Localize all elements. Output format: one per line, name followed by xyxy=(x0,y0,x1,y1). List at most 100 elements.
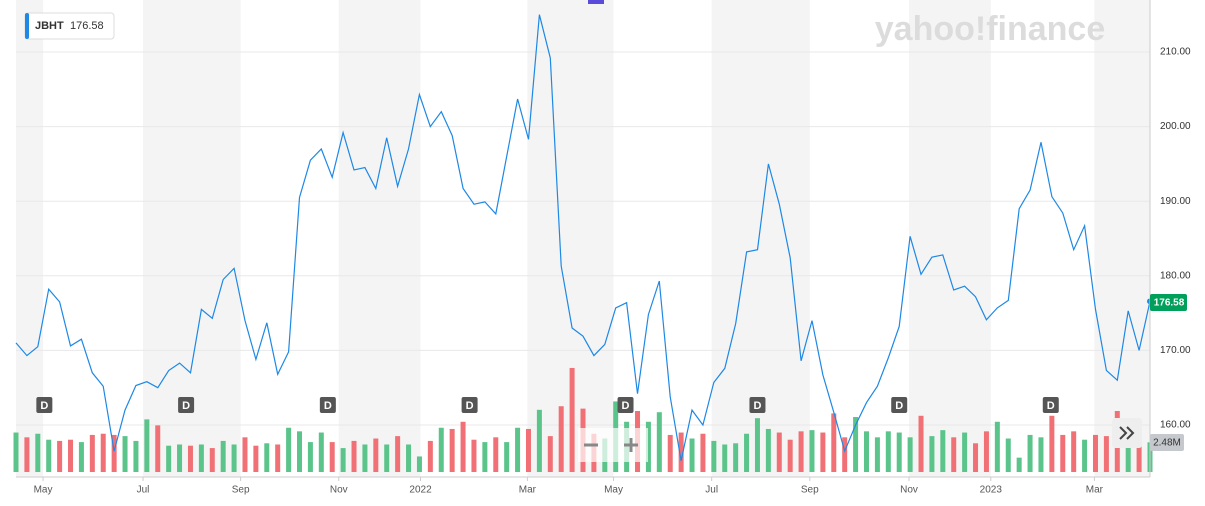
volume-bar xyxy=(24,437,30,472)
volume-bar xyxy=(940,430,946,472)
volume-bar xyxy=(656,412,662,472)
volume-bar xyxy=(744,433,750,472)
volume-bar xyxy=(351,440,357,472)
zoom-controls[interactable] xyxy=(578,428,648,462)
volume-bar xyxy=(853,416,859,472)
volume-bar xyxy=(362,444,368,472)
volume-bar xyxy=(416,456,422,472)
scroll-icon xyxy=(1119,426,1135,440)
volume-bar xyxy=(885,431,891,472)
volume-bar xyxy=(220,440,226,472)
volume-bar xyxy=(264,443,270,472)
y-tick-label: 170.00 xyxy=(1160,345,1191,356)
volume-bar xyxy=(482,442,488,472)
volume-bar xyxy=(307,442,313,472)
volume-bar xyxy=(765,428,771,472)
volume-bar xyxy=(569,367,575,472)
volume-bar xyxy=(329,442,335,472)
volume-bar xyxy=(198,444,204,472)
volume-bar xyxy=(177,444,183,472)
volume-bar xyxy=(525,428,531,472)
x-tick-label: Sep xyxy=(232,485,250,496)
dividend-marker xyxy=(891,397,908,413)
volume-bar xyxy=(406,444,412,472)
volume-bar xyxy=(1082,439,1088,472)
volume-bar xyxy=(231,444,237,472)
volume-bar xyxy=(13,432,19,472)
x-tick-label: May xyxy=(604,485,623,496)
zoom-in[interactable] xyxy=(624,438,638,452)
volume-bar xyxy=(384,444,390,472)
volume-bar xyxy=(558,406,564,472)
volume-bar xyxy=(678,432,684,472)
volume-bar xyxy=(820,432,826,472)
volume-bar xyxy=(89,434,95,472)
volume-bar xyxy=(842,437,848,472)
volume-bar xyxy=(155,425,161,472)
price-tag-label: 176.58 xyxy=(1154,298,1185,309)
period-band xyxy=(1094,0,1150,477)
volume-bar xyxy=(896,432,902,472)
volume-bar xyxy=(340,448,346,472)
volume-bar xyxy=(994,421,1000,472)
dividend-label: D xyxy=(40,400,48,412)
dividend-marker xyxy=(749,397,766,413)
volume-bar xyxy=(1136,436,1142,472)
volume-bar xyxy=(1125,440,1131,472)
dividend-label: D xyxy=(182,400,190,412)
volume-bar xyxy=(68,439,74,472)
dividend-label: D xyxy=(324,400,332,412)
volume-bar xyxy=(286,427,292,472)
x-tick-label: 2023 xyxy=(980,485,1003,496)
price-line xyxy=(15,14,1151,461)
volume-bar xyxy=(515,427,521,472)
volume-bar xyxy=(122,436,128,472)
y-tick-label: 180.00 xyxy=(1160,270,1191,281)
volume-bar xyxy=(733,443,739,472)
volume-bar xyxy=(536,409,542,472)
volume-bar xyxy=(1103,436,1109,472)
y-tick-label: 210.00 xyxy=(1160,47,1191,58)
volume-bar xyxy=(1038,437,1044,472)
dividend-marker xyxy=(617,397,634,413)
scroll-button[interactable] xyxy=(1112,418,1142,448)
price-tag: 176.58 xyxy=(1150,294,1187,311)
ticker-accent xyxy=(25,13,29,39)
volume-bar xyxy=(460,421,466,472)
volume-bar xyxy=(427,440,433,472)
volume-bar xyxy=(144,419,150,472)
x-tick-label: Sep xyxy=(801,485,819,496)
dividend-marker xyxy=(461,397,478,413)
volume-bar xyxy=(373,438,379,472)
volume-bar xyxy=(471,439,477,472)
logo: yahoo!finance xyxy=(875,10,1105,48)
x-tick-label: May xyxy=(34,485,53,496)
volume-bar xyxy=(645,421,651,472)
x-tick-label: Nov xyxy=(330,485,348,496)
volume-bar xyxy=(951,437,957,472)
volume-bar xyxy=(809,430,815,472)
volume-bar xyxy=(438,427,444,472)
volume-bar xyxy=(187,445,193,472)
volume-bar xyxy=(776,432,782,472)
volume-bar xyxy=(1005,438,1011,472)
price-tag-bg xyxy=(1150,294,1187,311)
volume-bar xyxy=(111,434,117,472)
x-tick-label: Mar xyxy=(1086,485,1104,496)
dividend-marker xyxy=(319,397,336,413)
dividend-label: D xyxy=(895,400,903,412)
dividend-label: D xyxy=(753,400,761,412)
volume-bar xyxy=(918,415,924,472)
volume-bar xyxy=(318,432,324,472)
volume-bar xyxy=(787,439,793,472)
ticker-price: 176.58 xyxy=(70,20,104,32)
volume-bar xyxy=(46,439,52,472)
volume-bar xyxy=(35,433,41,472)
x-tick-label: Jul xyxy=(137,485,150,496)
volume-bar xyxy=(711,440,717,472)
volume-bar xyxy=(831,413,837,472)
volume-bar xyxy=(297,431,302,472)
ticker-box[interactable]: JBHT 176.58 xyxy=(24,12,115,40)
volume-tag: 2.48M xyxy=(1150,434,1184,451)
